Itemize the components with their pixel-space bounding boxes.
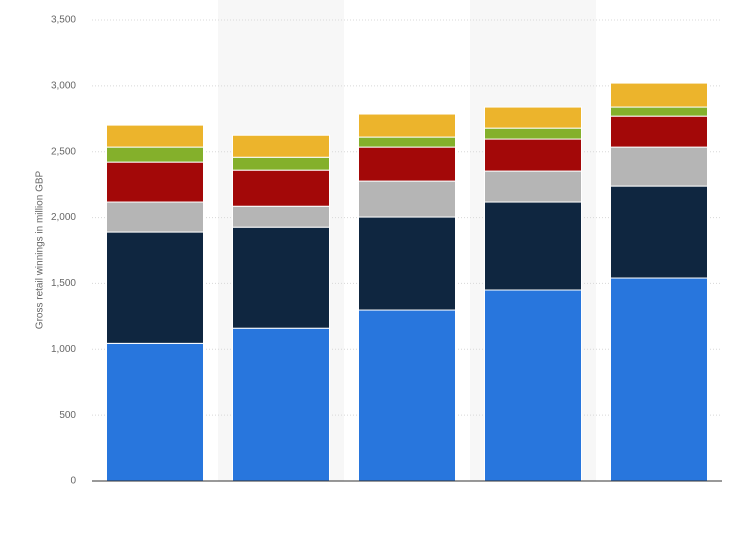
bar-segment	[484, 127, 582, 140]
y-tick-label: 2,500	[51, 146, 76, 157]
y-tick-label: 2,000	[51, 212, 76, 223]
bar-segment	[232, 169, 330, 207]
y-tick-label: 3,000	[51, 80, 76, 91]
bar-segment	[232, 205, 330, 228]
bar-segment	[358, 180, 456, 218]
bar-segment	[610, 146, 708, 187]
y-tick-label: 1,500	[51, 278, 76, 289]
y-tick-label: 1,000	[51, 344, 76, 355]
bar-segment	[484, 170, 582, 203]
bar-segment	[106, 201, 204, 233]
bar-segment	[106, 124, 204, 148]
bar-segment	[610, 185, 708, 279]
bar-segment	[232, 156, 330, 171]
bar-segment	[484, 289, 582, 482]
bar-segment	[610, 277, 708, 482]
bar-segment	[358, 216, 456, 311]
y-axis-label: Gross retail winnings in million GBP	[35, 170, 46, 329]
bar-segment	[106, 231, 204, 344]
bar-segment	[106, 146, 204, 163]
bar-segment	[610, 82, 708, 108]
bar-segment	[106, 342, 204, 482]
bar-segment	[610, 106, 708, 117]
y-tick-label: 500	[59, 410, 76, 421]
bar-segment	[610, 115, 708, 148]
bar-segment	[484, 201, 582, 291]
bar-segment	[484, 138, 582, 172]
bar-segment	[358, 309, 456, 482]
bar-segment	[232, 134, 330, 158]
bar-segment	[358, 113, 456, 138]
bar-segment	[358, 136, 456, 148]
y-tick-label: 0	[70, 476, 76, 487]
bar-segment	[232, 226, 330, 329]
bar-segment	[232, 327, 330, 482]
bar-segment	[484, 106, 582, 129]
bar-segment	[106, 161, 204, 203]
bar-segment	[358, 146, 456, 182]
y-tick-label: 3,500	[51, 15, 76, 26]
